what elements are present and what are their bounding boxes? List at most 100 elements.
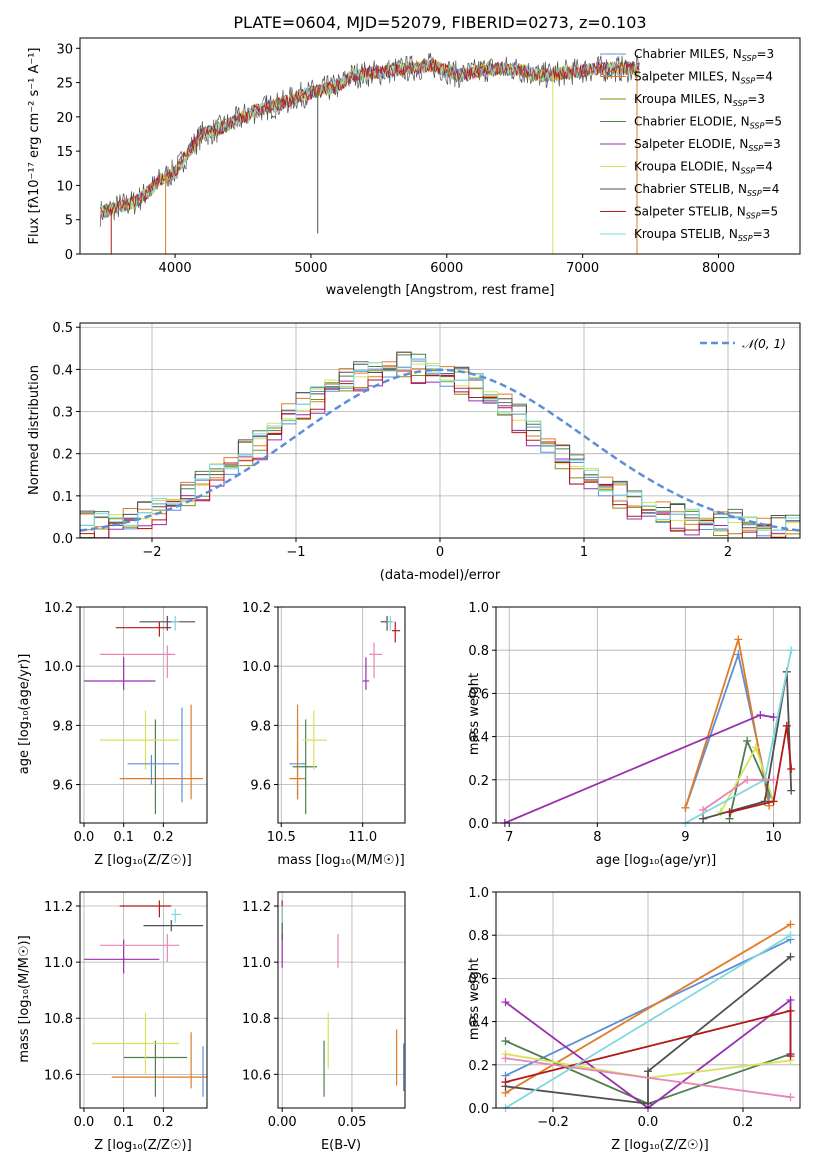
mass-weight-series — [505, 956, 792, 1105]
y-tick-label: 0.2 — [468, 774, 489, 789]
y-tick-label: 15 — [56, 145, 73, 160]
mass-vs-ebv-panel: 0.00 0.05 10.6 10.8 11.0 11.2 — [242, 891, 406, 1130]
x-tick-label: 0.1 — [113, 1115, 134, 1130]
data-point-marker — [751, 743, 760, 752]
spectrum-series-line — [100, 59, 640, 216]
spectrum-series-line — [100, 59, 640, 218]
mass-vs-metallicity-panel: 0.0 0.1 0.2 10.6 10.8 11.0 11.2 — [44, 891, 208, 1130]
spectrum-series-line — [100, 59, 640, 219]
x-tick-label: 0 — [436, 545, 444, 560]
residual-histogram-panel: −2 −1 0 1 2 0.0 0.1 0.2 0.3 0.4 0.5 — [52, 321, 801, 560]
y-tick-label: 10.0 — [242, 660, 271, 675]
mw-age-x-label: age [log₁₀(age/yr)] — [596, 853, 717, 868]
data-point-marker — [681, 803, 690, 812]
x-tick-label: 10 — [765, 830, 782, 845]
y-tick-label: 9.6 — [250, 779, 271, 794]
age-vs-metallicity-panel: 0.0 0.1 0.2 9.6 9.8 10.0 10.2 — [44, 601, 208, 845]
data-point-marker — [786, 952, 795, 961]
normal-curve — [79, 368, 801, 532]
mw-z-y-label: mass weight — [467, 958, 482, 1040]
y-tick-label: 0.8 — [468, 929, 489, 944]
x-tick-label: 0.2 — [153, 1115, 174, 1130]
data-point-marker — [786, 920, 795, 929]
legend-subscript: SSP — [750, 122, 765, 131]
y-tick-label: 0.4 — [468, 1016, 489, 1031]
y-tick-label: 11.0 — [242, 956, 271, 971]
y-tick-label: 0 — [65, 248, 73, 263]
axes-frame — [495, 891, 801, 1109]
y-tick-label: 1.0 — [468, 601, 489, 616]
axes-frame — [79, 322, 801, 539]
y-tick-label: 10.6 — [44, 1068, 73, 1083]
normal-legend-label: 𝒩(0, 1) — [742, 337, 786, 351]
axes-frame — [79, 37, 801, 255]
histogram-y-label: Normed distribution — [27, 365, 42, 495]
mass-z-y-label: mass [log₁₀(M/M☉)] — [17, 935, 32, 1062]
legend-suffix: =5 — [764, 115, 782, 129]
data-point-marker — [786, 1006, 795, 1015]
x-tick-label: 6000 — [430, 261, 463, 276]
legend-subscript: SSP — [738, 234, 753, 243]
spectrum-legend: Chabrier MILES, NSSP=3 Salpeter MILES, NS… — [600, 47, 782, 243]
y-tick-label: 0.0 — [52, 532, 73, 547]
x-tick-label: 0.0 — [74, 830, 95, 845]
age-mass-x-label: mass [log₁₀(M/M☉)] — [277, 853, 404, 868]
data-point-marker — [769, 797, 778, 806]
mass-weight-vs-age-panel: 7 8 9 10 0.0 0.2 0.4 0.6 0.8 1.0 — [468, 601, 801, 845]
legend-suffix: =3 — [763, 137, 781, 151]
x-tick-label: 0.05 — [337, 1115, 366, 1130]
legend-subscript: SSP — [741, 167, 756, 176]
y-tick-label: 11.2 — [44, 900, 73, 915]
histogram-series — [80, 358, 800, 531]
y-tick-label: 9.6 — [52, 779, 73, 794]
data-point-marker — [725, 808, 734, 817]
y-tick-label: 0.3 — [52, 406, 73, 421]
legend-subscript: SSP — [747, 189, 762, 198]
axes-frame — [79, 891, 208, 1109]
data-point-marker — [734, 635, 743, 644]
spectrum-panel: 4000 5000 6000 7000 8000 0 5 10 15 20 25 30 — [56, 37, 801, 276]
x-tick-label: 9 — [681, 830, 689, 845]
legend-subscript: SSP — [748, 144, 763, 153]
x-tick-label: 0.1 — [113, 830, 134, 845]
mass-z-x-label: Z [log₁₀(Z/Z☉)] — [94, 1138, 191, 1153]
histogram-legend: 𝒩(0, 1) — [700, 337, 786, 351]
mw-age-y-label: mass weight — [467, 673, 482, 755]
legend-suffix: =4 — [755, 70, 773, 84]
x-tick-label: −2 — [142, 545, 161, 560]
legend-suffix: =4 — [762, 182, 780, 196]
legend-entry: Salpeter ELODIE, NSSP=3 — [634, 137, 781, 153]
x-tick-label: 2 — [724, 545, 732, 560]
y-tick-label: 0.0 — [468, 1102, 489, 1117]
y-tick-label: 0.1 — [52, 490, 73, 505]
legend-entry: Kroupa MILES, NSSP=3 — [634, 92, 765, 108]
data-point-marker — [501, 1037, 510, 1046]
legend-subscript: SSP — [733, 99, 748, 108]
y-tick-label: 10.2 — [242, 601, 271, 616]
axes-frame — [79, 606, 208, 824]
x-tick-label: 7 — [505, 830, 513, 845]
data-point-marker — [699, 806, 708, 815]
data-point-marker — [501, 1054, 510, 1063]
legend-entry: Chabrier ELODIE, NSSP=5 — [634, 115, 782, 131]
spectrum-series-line — [100, 59, 640, 218]
data-point-marker — [787, 646, 796, 655]
x-tick-label: −1 — [286, 545, 305, 560]
legend-entry: Kroupa STELIB, NSSP=3 — [634, 227, 770, 243]
x-tick-label: 11.0 — [348, 830, 377, 845]
mass-ebv-x-label: E(B-V) — [321, 1138, 361, 1153]
mass-weight-series — [505, 1057, 791, 1099]
spectrum-series-line — [100, 59, 640, 218]
spectrum-series-line — [100, 58, 640, 219]
legend-entry: Salpeter MILES, NSSP=4 — [634, 70, 773, 86]
data-point-marker — [699, 814, 708, 823]
legend-suffix: =5 — [760, 205, 778, 219]
y-tick-label: 11.2 — [242, 900, 271, 915]
x-tick-label: 5000 — [294, 261, 327, 276]
y-tick-label: 10.6 — [242, 1068, 271, 1083]
data-point-marker — [501, 998, 510, 1007]
data-point-marker — [782, 721, 791, 730]
y-tick-label: 10.8 — [242, 1012, 271, 1027]
x-tick-label: 0.0 — [638, 1115, 659, 1130]
y-tick-label: 10.2 — [44, 601, 73, 616]
